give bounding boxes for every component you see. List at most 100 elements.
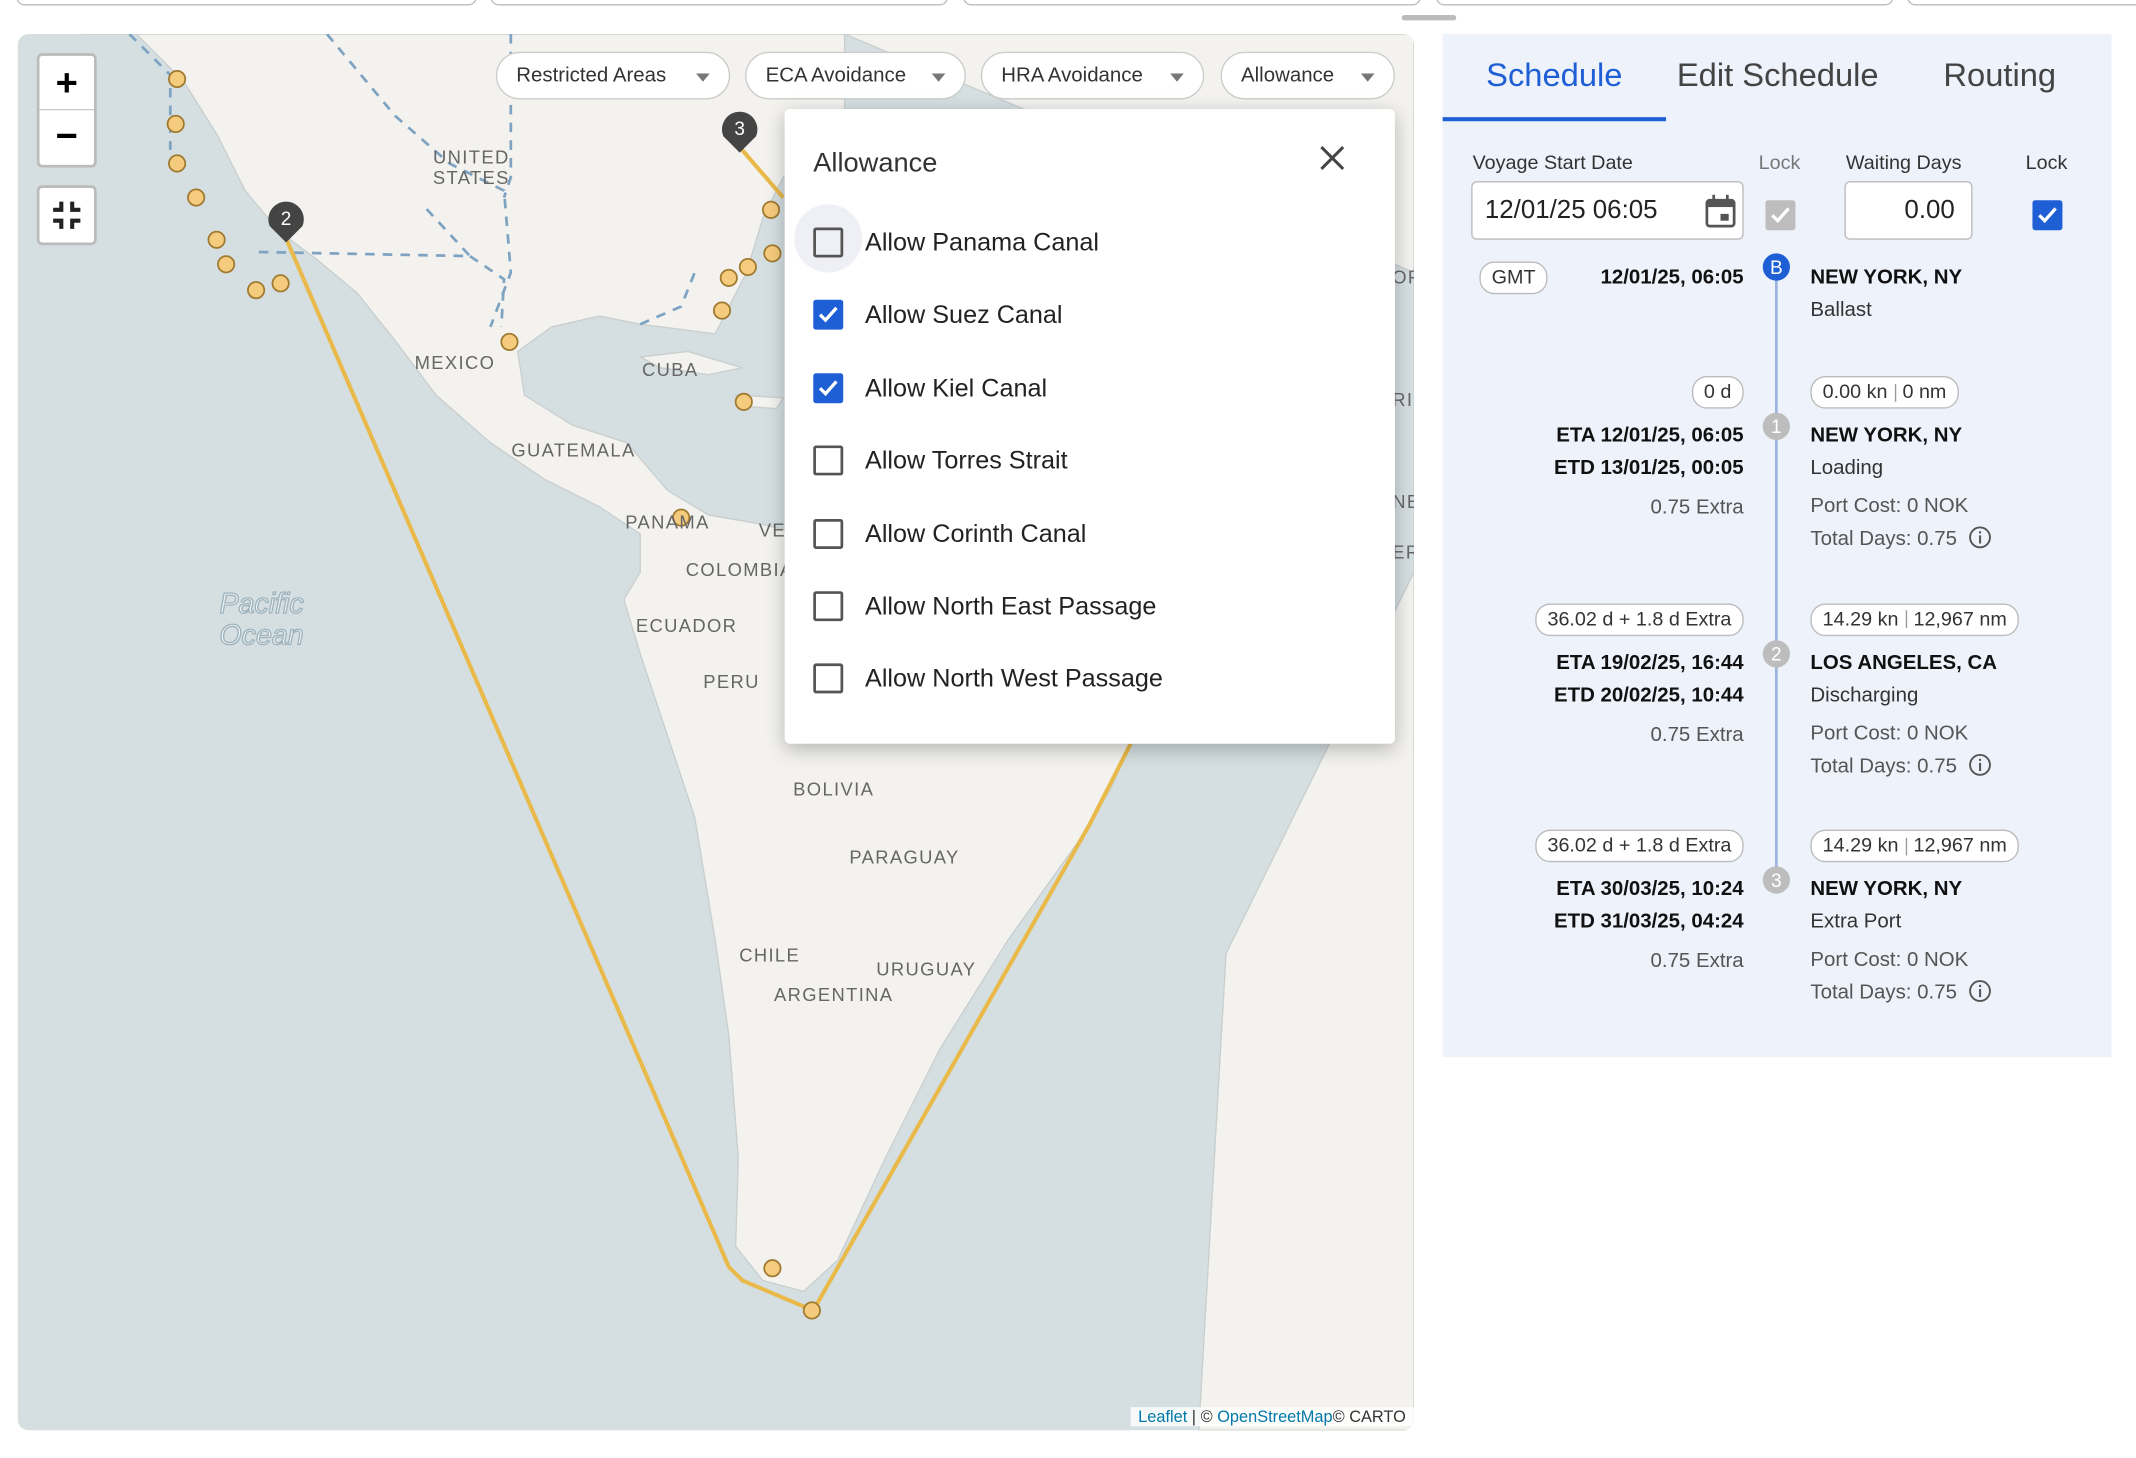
leg-duration[interactable]: 36.02 d + 1.8 d Extra: [1535, 602, 1744, 636]
port-purpose: Discharging: [1810, 683, 1919, 707]
date-input[interactable]: 12/01/25 06:05: [1471, 181, 1744, 240]
extra: 0.75 Extra: [1650, 949, 1744, 973]
distance: 12,967 nm: [1913, 835, 2007, 857]
waypoints: [166, 69, 821, 1320]
timezone-chip[interactable]: GMT: [1479, 261, 1548, 295]
popup-title: Allowance: [813, 148, 938, 179]
map-label: PERU: [703, 671, 760, 692]
map-labels: UNITED STATES MEXICO CUBA GUATEMALA PANA…: [219, 146, 1414, 1005]
option-label: Allow Suez Canal: [865, 300, 1063, 329]
map-label: PANAMA: [625, 512, 709, 533]
field[interactable]: [1907, 0, 2136, 6]
link[interactable]: OpenStreetMap: [1217, 1407, 1333, 1427]
map-label: CHILE: [739, 945, 800, 966]
port-purpose: Ballast: [1810, 298, 1872, 322]
checkbox[interactable]: [813, 372, 844, 403]
total-days: Total Days: 0.75: [1810, 979, 1991, 1004]
info-icon[interactable]: [1968, 753, 1991, 776]
leg-speed[interactable]: 14.29 kn 12,967 nm: [1810, 602, 2020, 636]
allowance-option[interactable]: Allow Corinth Canal: [813, 513, 1086, 554]
total-days: Total Days: 0.75: [1810, 526, 1991, 550]
leg-duration[interactable]: 36.02 d + 1.8 d Extra: [1535, 829, 1744, 863]
port-cost: Port Cost: 0 NOK: [1810, 494, 1969, 518]
field[interactable]: [1435, 0, 1894, 6]
divider: [1894, 383, 1896, 402]
fit-button[interactable]: [36, 185, 97, 246]
allowance-option[interactable]: Allow North West Passage: [813, 658, 1163, 699]
leg-speed[interactable]: 14.29 kn 12,967 nm: [1810, 829, 2020, 863]
number-input[interactable]: 0.00: [1844, 181, 1973, 240]
option-label: Allow North East Passage: [865, 591, 1157, 620]
ocean-label: Ocean: [219, 619, 303, 651]
route: [284, 145, 1133, 1314]
checkbox[interactable]: [813, 445, 844, 476]
zoom-out[interactable]: −: [55, 114, 78, 157]
etd: ETD 31/03/25, 04:24: [1553, 909, 1744, 934]
divider: [1905, 837, 1907, 856]
field-label: Voyage Start Date: [1472, 152, 1633, 175]
field-label: Lock: [2025, 152, 2068, 175]
chip-label: Allowance: [1241, 64, 1335, 88]
allowance-option[interactable]: Allow Panama Canal: [813, 222, 1099, 263]
leg-duration[interactable]: 0 d: [1691, 375, 1744, 409]
link[interactable]: Leaflet: [1138, 1407, 1188, 1427]
map-label: BOLIVIA: [793, 779, 874, 800]
checkbox[interactable]: [813, 518, 844, 549]
checkbox[interactable]: [2032, 200, 2063, 231]
checkbox[interactable]: [813, 591, 844, 622]
allowance-popup: [784, 108, 1395, 744]
filter-chip[interactable]: ECA Avoidance: [745, 51, 966, 100]
field[interactable]: [490, 0, 949, 6]
land: [844, 34, 1415, 1431]
map-label: ARGENTINA: [774, 984, 893, 1005]
checkbox[interactable]: [1765, 200, 1796, 231]
map-label: ECUADOR: [636, 615, 737, 636]
field[interactable]: [963, 0, 1421, 6]
timeline-node: 3: [1762, 866, 1790, 894]
info-icon[interactable]: [1968, 526, 1991, 549]
total-days: Total Days: 0.75: [1810, 753, 1991, 777]
allowance-option[interactable]: Allow North East Passage: [813, 586, 1156, 627]
chip-label: Restricted Areas: [516, 64, 667, 88]
filter-chip[interactable]: HRA Avoidance: [980, 51, 1205, 100]
checkbox[interactable]: [813, 227, 844, 258]
etd: ETD 13/01/25, 00:05: [1553, 456, 1744, 480]
start-time: 12/01/25, 06:05: [1600, 265, 1744, 289]
close-button[interactable]: [1316, 142, 1349, 175]
map-label: URUGUAY: [876, 958, 976, 979]
allowance-option[interactable]: Allow Torres Strait: [813, 440, 1068, 481]
leg-speed[interactable]: 0.00 kn 0 nm: [1810, 375, 1959, 409]
info-icon[interactable]: [1968, 979, 1991, 1002]
map-label: CUBA: [642, 359, 699, 380]
input-value: 0.00: [1904, 196, 1955, 225]
tab[interactable]: Edit Schedule: [1676, 57, 1879, 94]
divider: [1905, 610, 1907, 629]
map-label: GUATEMALA: [511, 439, 635, 460]
port-name: NEW YORK, NY: [1810, 265, 1963, 289]
map-label: VE: [759, 520, 786, 541]
tab[interactable]: Schedule: [1486, 57, 1623, 94]
map-label: RI: [1392, 389, 1413, 410]
allowance-option[interactable]: Allow Kiel Canal: [813, 368, 1047, 409]
checkbox[interactable]: [813, 300, 844, 331]
zoom-in[interactable]: +: [39, 56, 94, 111]
land: [81, 34, 1132, 1293]
port-marker[interactable]: 2: [268, 201, 304, 243]
timeline-node: 2: [1762, 639, 1790, 667]
port-purpose: Loading: [1810, 456, 1884, 480]
field[interactable]: [16, 0, 477, 6]
option-label: Allow Corinth Canal: [865, 518, 1087, 548]
calendar-icon[interactable]: [1704, 193, 1737, 228]
allowance-option[interactable]: Allow Suez Canal: [813, 295, 1063, 336]
eta: ETA 12/01/25, 06:05: [1556, 423, 1744, 447]
map-label: OF: [1392, 266, 1414, 287]
drag-handle[interactable]: [1401, 14, 1457, 21]
distance: 0 nm: [1902, 381, 1947, 404]
port-marker[interactable]: 3: [721, 111, 758, 153]
tab[interactable]: Routing: [1943, 57, 2057, 94]
checkbox[interactable]: [813, 663, 844, 694]
filter-chip[interactable]: Restricted Areas: [495, 51, 731, 100]
extra: 0.75 Extra: [1650, 722, 1744, 746]
filter-chip[interactable]: Allowance: [1220, 51, 1395, 100]
timeline-line: [1774, 266, 1778, 881]
